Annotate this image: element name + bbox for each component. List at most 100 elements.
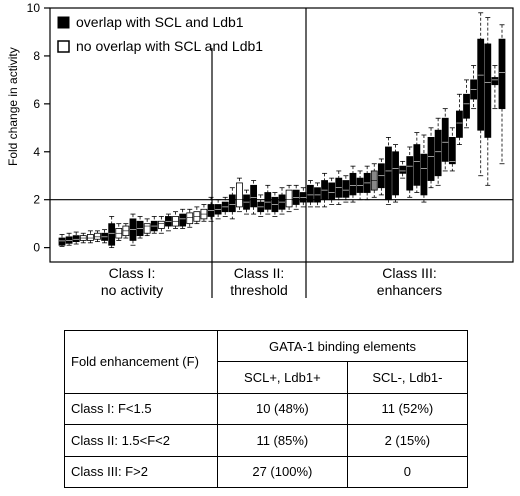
box-body [186, 212, 194, 225]
box [79, 232, 87, 244]
box-body [491, 77, 499, 86]
box [413, 132, 421, 193]
box-body [406, 156, 414, 191]
box-body [86, 234, 94, 241]
box [377, 158, 385, 196]
box [314, 182, 321, 208]
box [420, 134, 428, 203]
box-body [94, 232, 101, 240]
box [392, 144, 399, 203]
box [456, 93, 463, 145]
box-body [385, 146, 392, 201]
header-gata1-elements: GATA-1 binding elements [217, 329, 468, 363]
box [207, 196, 215, 222]
box-body [264, 192, 272, 210]
box-body [342, 180, 350, 198]
legend-swatch-overlap [57, 16, 70, 29]
class-label-2: Class II: threshold [212, 265, 306, 299]
y-tick-label: 8 [33, 49, 40, 63]
y-tick-label: 2 [33, 193, 40, 207]
box [342, 175, 350, 203]
cell-scl-negative: 0 [346, 455, 469, 489]
box [434, 117, 442, 186]
box [335, 170, 343, 205]
box [427, 127, 435, 189]
box [108, 216, 116, 249]
box-body [236, 182, 243, 208]
box [115, 223, 123, 241]
box [179, 208, 187, 229]
y-axis-label: Fold change in activity [6, 47, 20, 166]
box [477, 12, 485, 177]
class-2-desc: threshold [230, 282, 288, 298]
box [448, 127, 456, 172]
box [285, 184, 293, 213]
box-body [463, 93, 470, 119]
box-body [448, 136, 456, 165]
class-label-3: Class III: enhancers [306, 265, 513, 299]
box-body [250, 184, 258, 208]
class-1-name: Class I: [108, 265, 156, 281]
box [470, 65, 478, 110]
y-tick-label: 6 [33, 97, 40, 111]
legend-label-overlap: overlap with SCL and Ldb1 [76, 14, 244, 30]
legend: overlap with SCL and Ldb1 no overlap wit… [57, 14, 263, 54]
box [122, 223, 130, 239]
box-body [392, 151, 399, 196]
box-body [157, 220, 165, 229]
box [292, 184, 300, 210]
box [214, 199, 222, 220]
box [278, 187, 286, 215]
box [186, 208, 194, 228]
box [101, 229, 108, 244]
y-tick-label: 10 [27, 1, 41, 15]
box [94, 230, 101, 243]
box [484, 17, 492, 186]
box [306, 180, 314, 208]
box [356, 170, 364, 201]
box-body [285, 189, 293, 208]
box-body [108, 223, 116, 246]
box [406, 146, 414, 198]
box [143, 218, 151, 237]
table-row: Class II: 1.5<F<2 11 (85%) 2 (15%) [64, 424, 469, 457]
class-2-name: Class II: [233, 265, 285, 281]
table-row: Class III: F>2 27 (100%) 0 [64, 455, 469, 489]
legend-swatch-no-overlap [57, 40, 70, 53]
box [243, 189, 250, 215]
y-tick-label: 4 [33, 145, 40, 159]
box [172, 211, 179, 229]
box-body [420, 153, 428, 196]
box [86, 230, 94, 244]
row-label: Class II: 1.5<F<2 [64, 424, 218, 457]
box-body [399, 165, 407, 174]
class-label-1: Class I: no activity [52, 265, 212, 299]
box-body [427, 136, 435, 181]
table-row: Class I: F<1.5 10 (48%) 11 (52%) [64, 392, 469, 426]
box [165, 213, 172, 232]
cell-scl-positive: 10 (48%) [217, 392, 348, 426]
box [299, 187, 307, 208]
cell-scl-positive: 11 (85%) [217, 424, 348, 457]
class-3-name: Class III: [382, 265, 437, 281]
box-body [434, 129, 442, 177]
box-body [477, 38, 485, 131]
box [136, 216, 144, 239]
cell-scl-negative: 11 (52%) [346, 392, 469, 426]
box-body [72, 235, 80, 243]
box [370, 163, 378, 198]
class-1-desc: no activity [100, 282, 164, 298]
box-body [349, 172, 357, 196]
row-label: Class I: F<1.5 [64, 392, 218, 426]
box-plot-chart: 0 2 4 6 8 10 overlap with SCL and Ldb1 no ove… [27, 1, 514, 298]
box-body [306, 184, 314, 203]
box [228, 187, 236, 220]
header-scl-positive: SCL+, Ldb1+ [217, 361, 348, 394]
box-body [143, 223, 151, 234]
box-body [456, 110, 463, 138]
box-body [58, 237, 66, 246]
cell-scl-positive: 27 (100%) [217, 455, 348, 489]
box [271, 192, 279, 217]
box-body [179, 213, 187, 227]
box [441, 108, 449, 172]
